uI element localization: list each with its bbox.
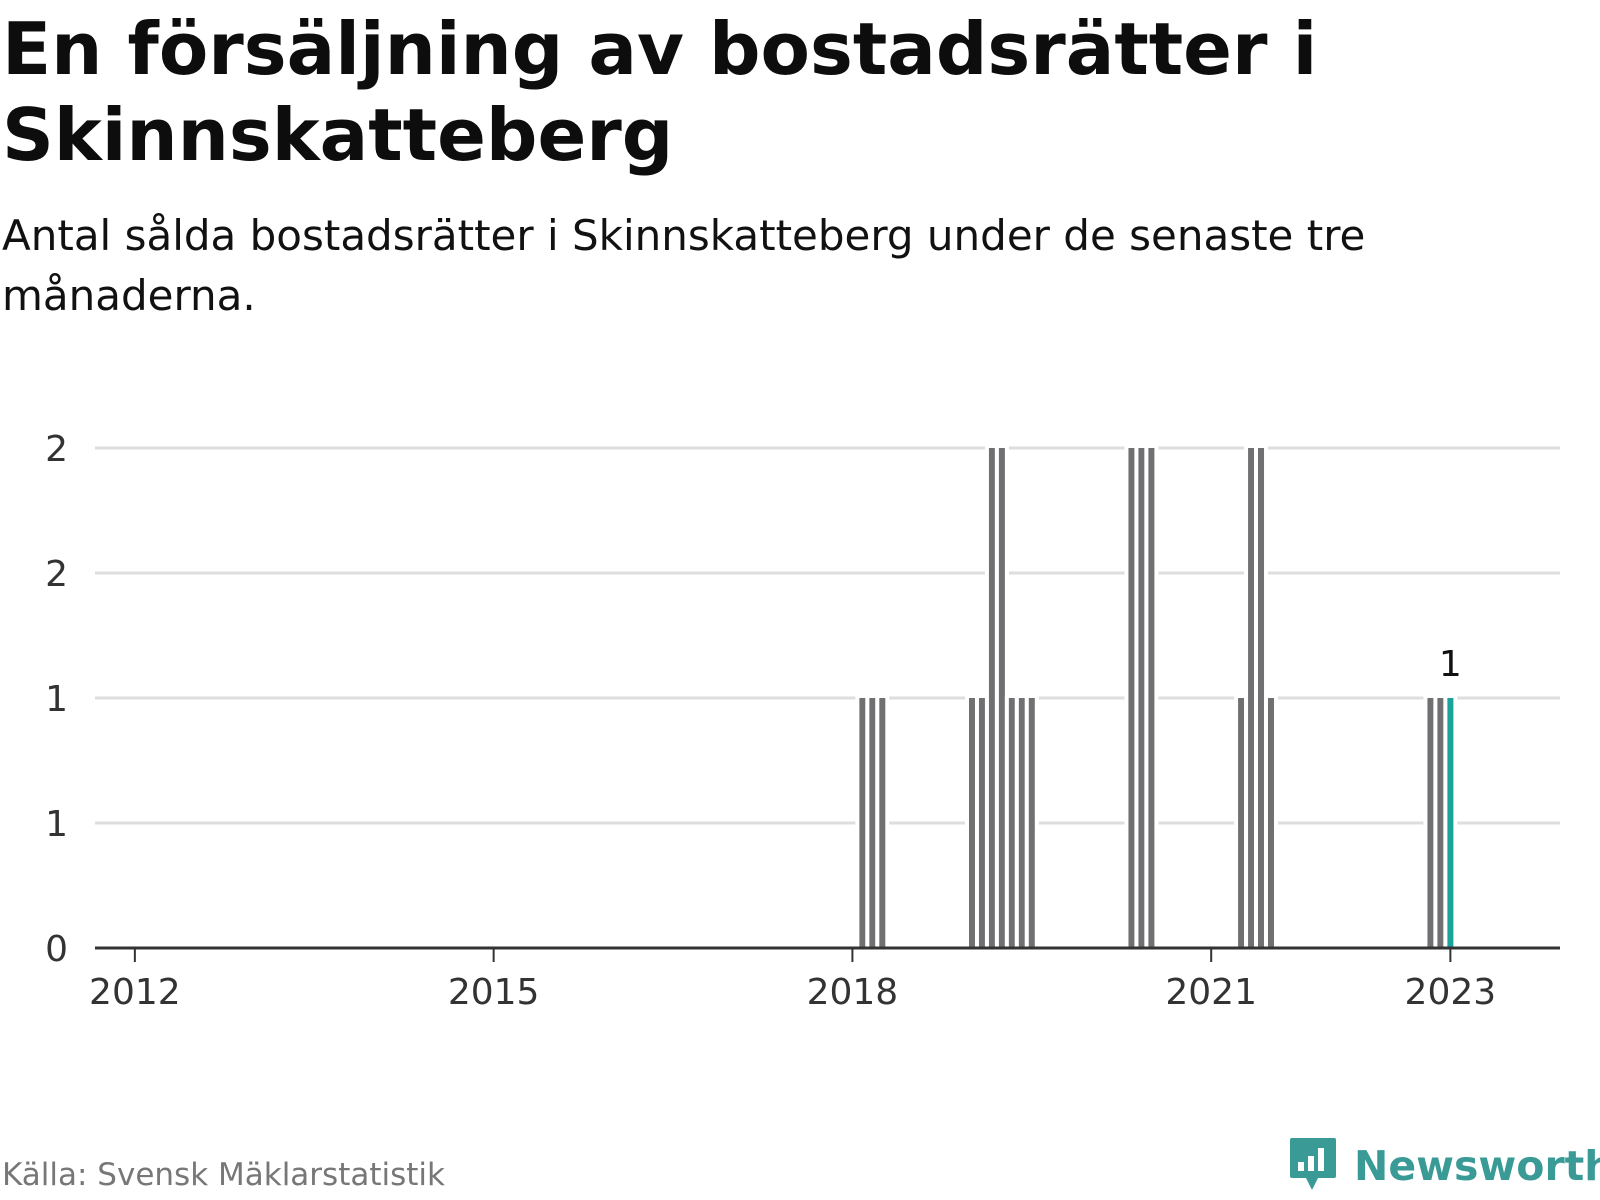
bar xyxy=(879,698,886,948)
bar xyxy=(998,448,1005,948)
brand-logo: Newsworthy xyxy=(1288,1138,1600,1194)
grid-lines xyxy=(95,446,1560,825)
bar xyxy=(1008,698,1015,948)
bars xyxy=(855,446,1458,948)
y-tick-label: 1 xyxy=(45,804,68,845)
y-tick-label: 2 xyxy=(45,429,68,470)
brand-name: Newsworthy xyxy=(1354,1142,1600,1190)
bar xyxy=(969,698,976,948)
chart-subtitle: Antal sålda bostadsrätter i Skinnskatteb… xyxy=(2,211,1366,320)
chart-title: En försäljning av bostadsrätter i Skinns… xyxy=(2,7,1318,177)
x-tick-label: 2021 xyxy=(1165,972,1257,1013)
y-tick-label: 0 xyxy=(45,929,68,970)
x-tick-label: 2015 xyxy=(448,972,540,1013)
y-tick-label: 2 xyxy=(45,554,68,595)
y-axis-tick-labels: 0 1 1 2 2 xyxy=(45,429,68,970)
y-tick-label: 1 xyxy=(45,679,68,720)
newsworthy-logo-icon xyxy=(1290,1138,1336,1190)
bar xyxy=(978,698,985,948)
x-tick-label: 2023 xyxy=(1405,972,1497,1013)
bar xyxy=(1267,698,1274,948)
source-credit: Källa: Svensk Mäklarstatistik xyxy=(2,1157,445,1193)
bar xyxy=(1248,448,1255,948)
x-axis-ticks: 2012 2015 2018 2021 2023 xyxy=(89,948,1496,1013)
bar xyxy=(1447,698,1454,948)
x-tick-label: 2018 xyxy=(807,972,899,1013)
bar xyxy=(1427,698,1434,948)
bar xyxy=(1258,448,1265,948)
bar xyxy=(1138,448,1145,948)
bar xyxy=(1128,448,1135,948)
bar xyxy=(859,698,866,948)
bar xyxy=(1018,698,1025,948)
bar xyxy=(869,698,876,948)
bar xyxy=(988,448,995,948)
data-label: 1 xyxy=(1439,644,1462,685)
bar-chart: 0 1 1 2 2 2012 2015 2018 2021 2023 1 xyxy=(45,429,1560,1013)
bar xyxy=(1437,698,1444,948)
bar xyxy=(1238,698,1245,948)
annotations: 1 xyxy=(1439,644,1462,685)
bar xyxy=(1028,698,1035,948)
bar xyxy=(1148,448,1155,948)
x-tick-label: 2012 xyxy=(89,972,181,1013)
